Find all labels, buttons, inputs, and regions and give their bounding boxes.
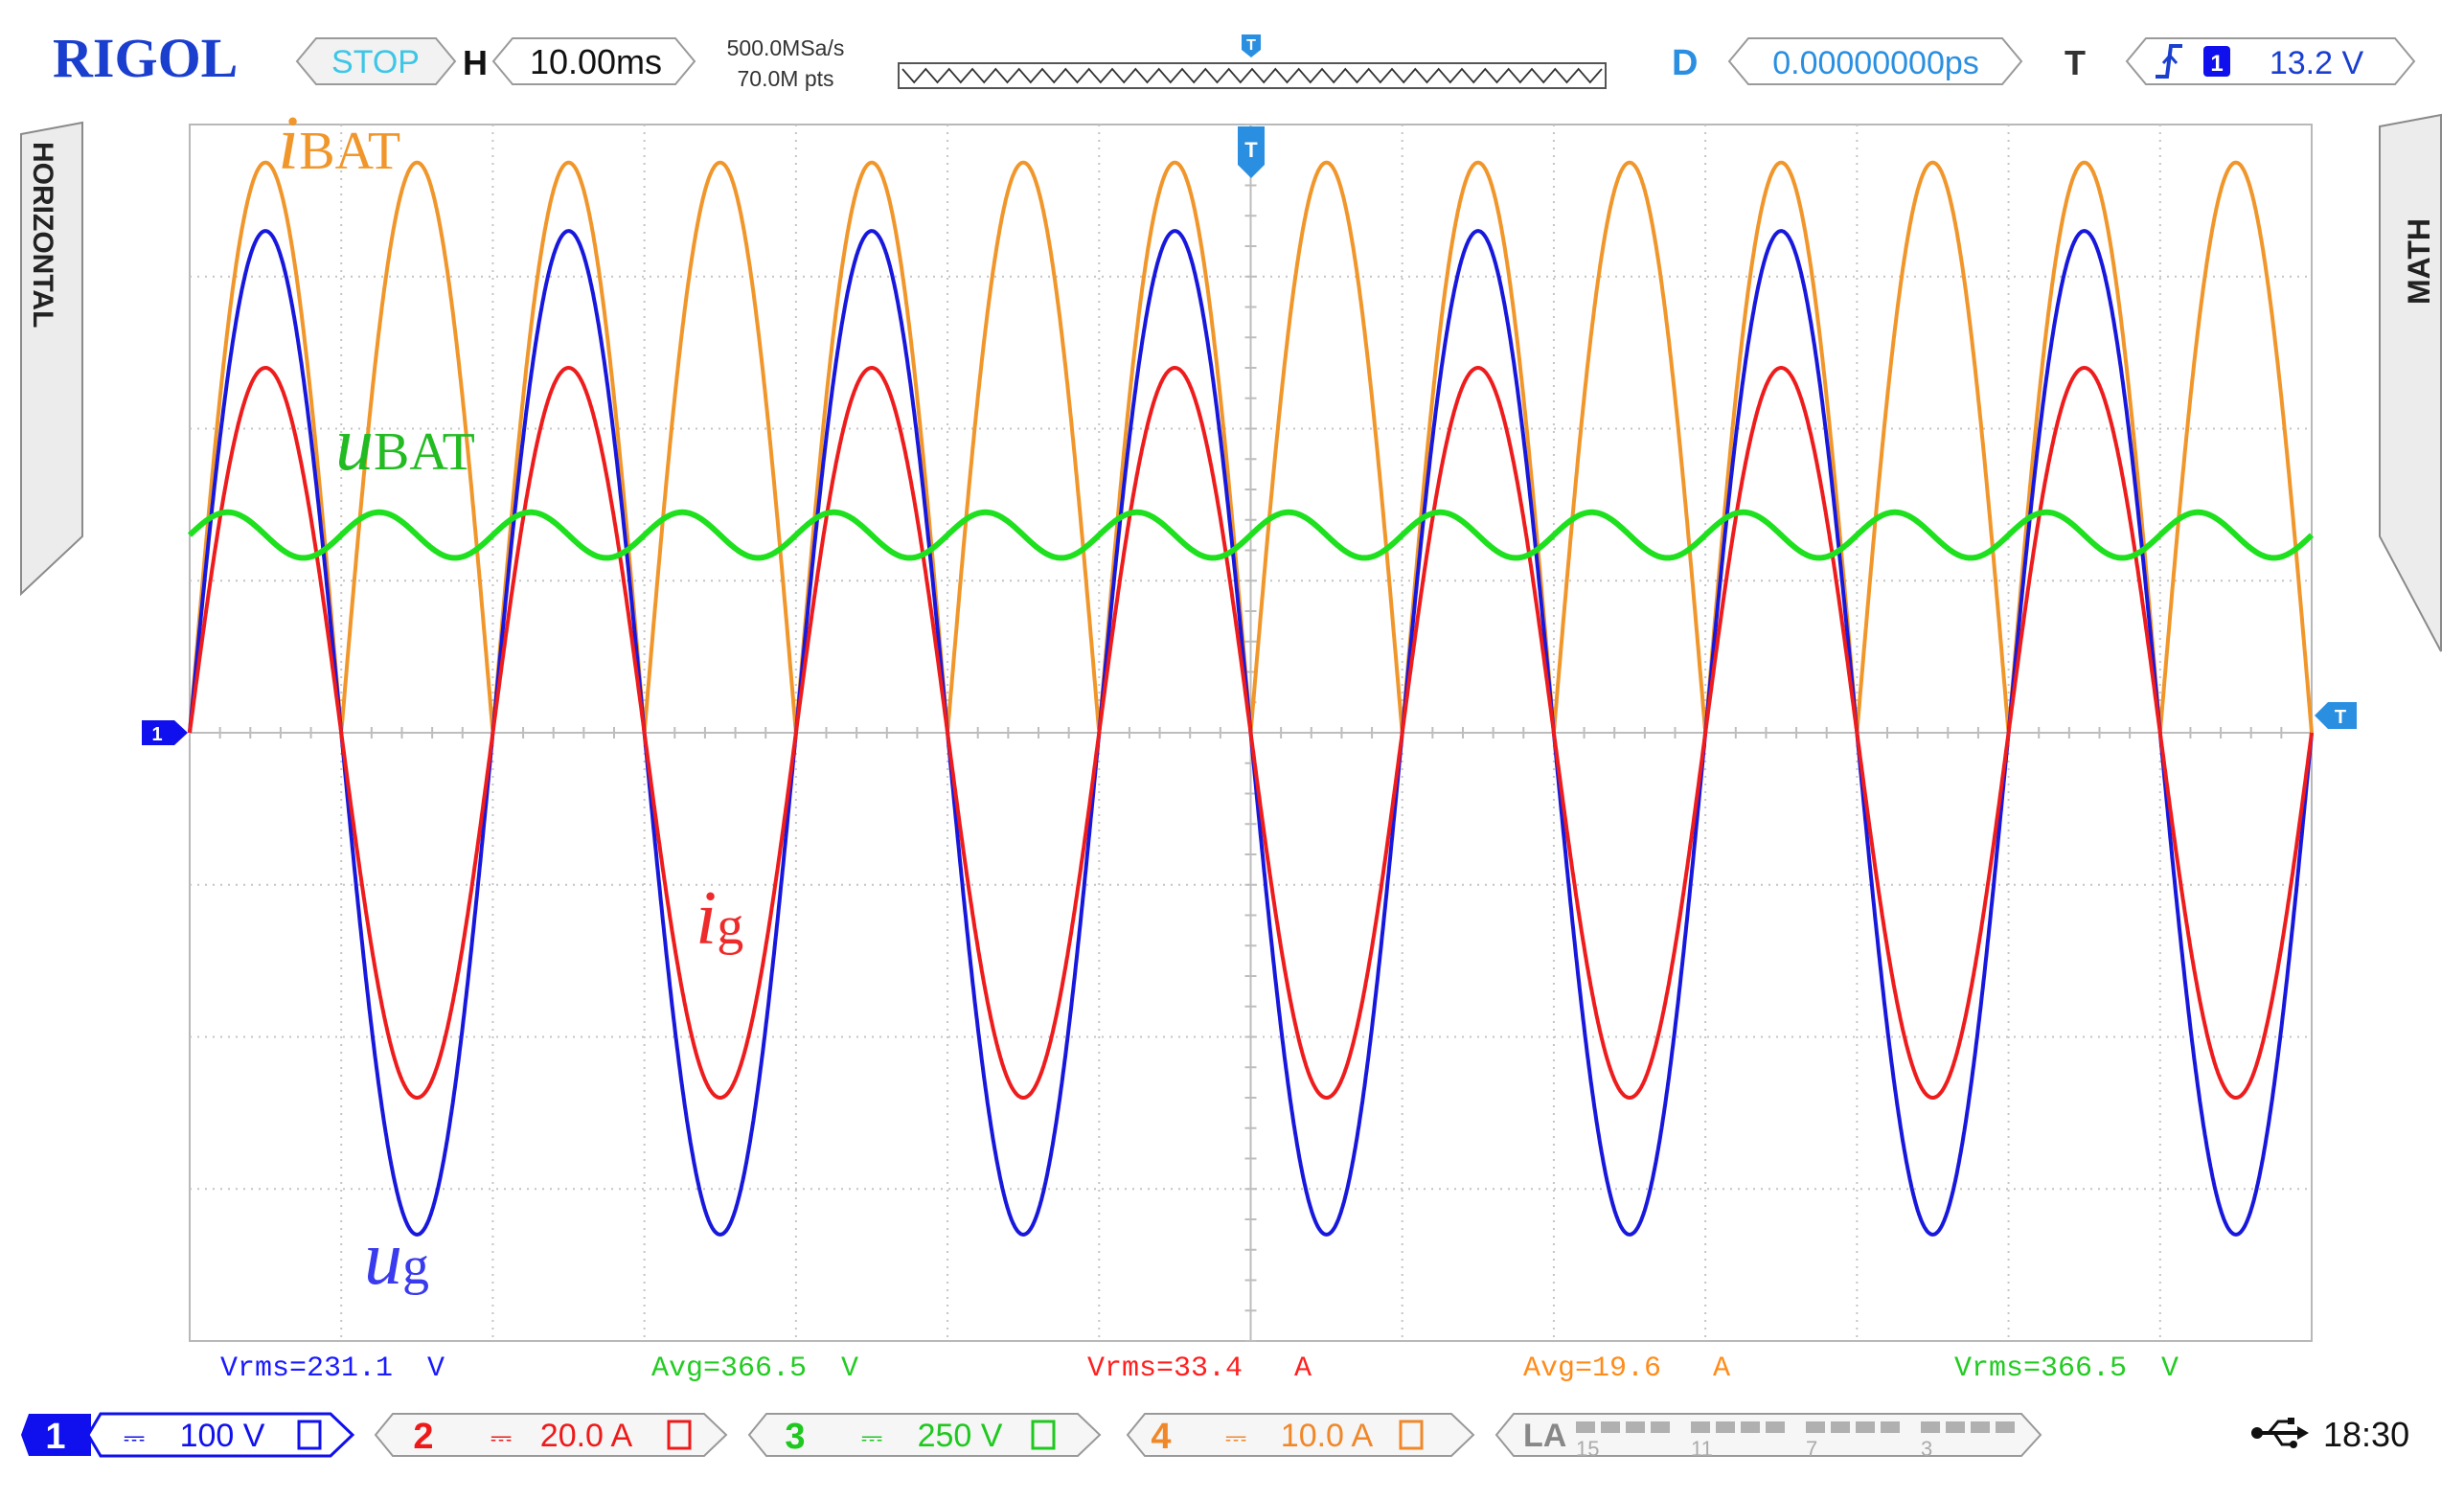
measurement-4: Avg=19.6 A (1523, 1352, 1730, 1385)
svg-text:iBAT: iBAT (278, 102, 400, 186)
channel-2-number: 2 (413, 1417, 433, 1457)
trace-i-g (188, 366, 2314, 1100)
rising-edge-icon (2156, 44, 2182, 79)
la-bit-indicator (1971, 1421, 1990, 1433)
measurement-1: Vrms=231.1 V (220, 1352, 445, 1385)
channel-3-impedance-icon (1031, 1420, 1056, 1450)
channel-1-impedance-icon (297, 1420, 322, 1450)
channel-4-button[interactable]: 4 ⎓ 10.0 A (1126, 1413, 1475, 1457)
channel-4-number: 4 (1151, 1417, 1171, 1457)
la-bit-indicator (1806, 1421, 1825, 1433)
channel-2-scale: 20.0 A (540, 1418, 633, 1454)
run-state: STOP (331, 44, 420, 80)
channel-2-button[interactable]: 2 ⎓ 20.0 A (374, 1413, 728, 1457)
horizontal-menu-tab[interactable]: HORIZONTAL (20, 121, 83, 597)
horizontal-menu-label: HORIZONTAL (27, 142, 58, 328)
la-bit-indicator (1741, 1421, 1760, 1433)
channel-3-number: 3 (785, 1417, 805, 1457)
la-bit-indicator (1766, 1421, 1785, 1433)
trigger-field[interactable]: 1 13.2 V (2125, 37, 2416, 85)
la-bit-indicator (1996, 1421, 2015, 1433)
channel-1-number: 1 (45, 1417, 65, 1457)
channel-3-coupling: ⎓ (861, 1421, 882, 1453)
trigger-marker-top[interactable]: T (1238, 126, 1265, 178)
la-number-7: 7 (1806, 1437, 1817, 1461)
la-bit-indicator (1601, 1421, 1620, 1433)
memory-depth: 70.0M pts (738, 66, 834, 91)
la-bit-indicator (1576, 1421, 1595, 1433)
trigger-marker-top-letter: T (1244, 138, 1258, 162)
channel-2-coupling: ⎓ (491, 1421, 512, 1453)
run-stop-button[interactable]: STOP (295, 37, 457, 85)
measurement-5: Vrms=366.5 V (1954, 1352, 2179, 1385)
timebase-field[interactable]: 10.00ms (491, 37, 696, 85)
trigger-level: 13.2 V (2270, 45, 2364, 81)
la-number-15: 15 (1576, 1437, 1599, 1461)
trace-u-bat (187, 509, 2315, 561)
math-menu-tab[interactable]: MATH (2379, 113, 2442, 652)
la-bit-indicator (1881, 1421, 1900, 1433)
channel-1-coupling: ⎓ (124, 1421, 145, 1453)
usb-icon (2251, 1418, 2309, 1448)
la-number-11: 11 (1691, 1437, 1713, 1461)
channel-4-coupling: ⎓ (1225, 1421, 1246, 1453)
clock: 18:30 (2323, 1415, 2409, 1454)
brand-logo: RIGOL (53, 27, 238, 89)
waveforms (187, 160, 2315, 1237)
channel-1-scale: 100 V (180, 1418, 265, 1454)
trigger-level-marker[interactable]: T (2315, 702, 2357, 729)
la-label: LA (1523, 1418, 1566, 1454)
math-menu-label: MATH (2402, 218, 2436, 305)
svg-text:ig: ig (696, 876, 743, 961)
la-bit-indicator (1856, 1421, 1875, 1433)
trigger-level-marker-letter: T (2335, 707, 2346, 728)
la-bit-indicator (1691, 1421, 1710, 1433)
svg-text:ug: ug (364, 1216, 429, 1301)
trigger-position-letter: T (1246, 37, 1256, 54)
measurement-3: Vrms=33.4 A (1087, 1352, 1312, 1385)
la-number-3: 3 (1921, 1437, 1932, 1461)
label-u-g: ug (364, 1216, 429, 1301)
la-bit-indicator (1626, 1421, 1645, 1433)
trigger-source: 1 (2210, 51, 2223, 77)
trigger-source-badge (2203, 46, 2230, 77)
delay-value: 0.00000000ps (1772, 45, 1979, 81)
channel-4-impedance-icon (1399, 1420, 1424, 1450)
delay-label: D (1672, 43, 1698, 83)
memory-overview[interactable]: T (898, 34, 1607, 89)
timebase-value: 10.00ms (530, 42, 662, 81)
sample-rate: 500.0MSa/s (727, 35, 845, 60)
channel-3-button[interactable]: 3 ⎓ 250 V (747, 1413, 1102, 1457)
delay-field[interactable]: 0.00000000ps (1727, 37, 2023, 85)
trigger-label: T (2065, 43, 2086, 82)
trigger-position-marker: T (1242, 34, 1261, 57)
channel-4-scale: 10.0 A (1281, 1418, 1374, 1454)
la-bit-indicator (1716, 1421, 1735, 1433)
horizontal-label: H (463, 43, 488, 82)
label-i-g: ig (696, 876, 743, 961)
channel-bar: 1 ⎓ 100 V 2 ⎓ 20.0 A 3 ⎓ 250 V 4 ⎓ 10.0 … (21, 1412, 2409, 1461)
logic-analyzer-button[interactable]: LA 15 11 7 3 (1494, 1413, 2042, 1461)
channel1-offset-label: 1 (151, 724, 162, 745)
measurement-bar: Vrms=231.1 V Avg=366.5 V Vrms=33.4 A Avg… (220, 1352, 2179, 1385)
channel-1-button[interactable]: 1 ⎓ 100 V (21, 1412, 355, 1458)
la-bit-indicator (1651, 1421, 1670, 1433)
label-u-bat: uBAT (335, 402, 475, 487)
label-i-bat: iBAT (278, 102, 400, 186)
channel-3-scale: 250 V (918, 1418, 1003, 1454)
top-bar: RIGOL STOP H 10.00ms 500.0MSa/s 70.0M pt… (53, 27, 2416, 91)
channel1-offset-marker[interactable]: 1 (142, 720, 188, 745)
la-bit-indicator (1921, 1421, 1940, 1433)
la-bit-indicator (1946, 1421, 1965, 1433)
la-channel-indicators (1576, 1421, 2015, 1433)
measurement-2: Avg=366.5 V (651, 1352, 858, 1385)
svg-text:uBAT: uBAT (335, 402, 475, 487)
la-bit-indicator (1831, 1421, 1850, 1433)
channel-2-impedance-icon (667, 1420, 692, 1450)
